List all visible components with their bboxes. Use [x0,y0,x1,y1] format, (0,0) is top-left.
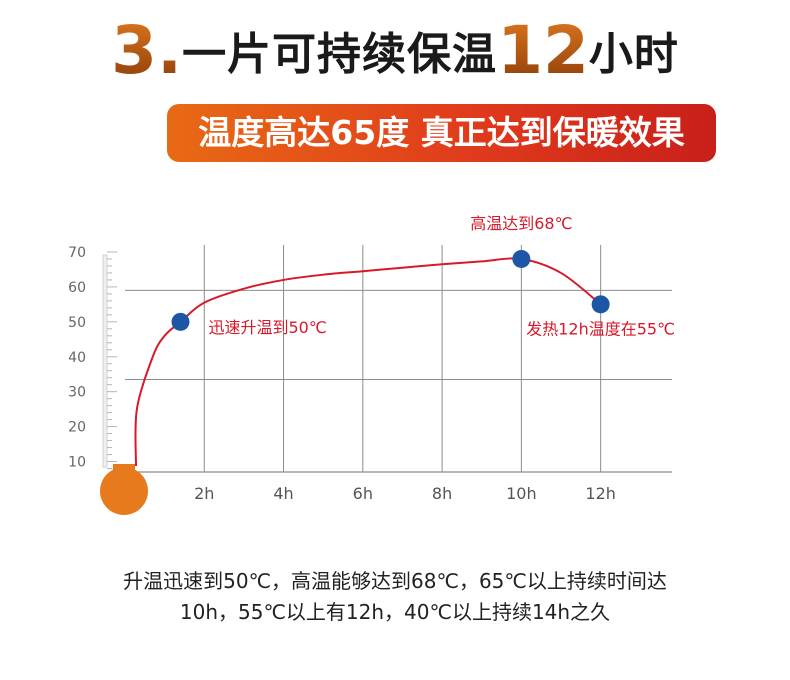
data-point [512,249,531,268]
chart-points [171,249,610,331]
point-annotation: 发热12h温度在55℃ [526,319,675,338]
x-tick-label: 8h [432,484,452,503]
point-annotation: 迅速升温到50℃ [208,318,326,337]
point-annotation: 高温达到68℃ [470,214,572,233]
description-line-1: 升温迅速到50℃，高温能够达到68℃，65℃以上持续时间达 [123,569,667,593]
chart-grid [125,245,672,472]
temperature-curve [134,257,602,467]
x-tick-label: 10h [506,484,537,503]
y-tick-label: 20 [68,420,86,436]
thermometer-tube [102,254,108,468]
headline-hours-number: 12 [497,12,589,89]
data-point [591,295,610,314]
headline: 3.一片可持续保温12小时 [0,18,790,84]
y-tick-label: 10 [68,455,86,471]
x-tick-label: 2h [194,484,214,503]
y-tick-label: 40 [68,350,86,366]
x-tick-label: 6h [353,484,373,503]
y-tick-label: 50 [68,315,86,331]
chart-annotations: 迅速升温到50℃ 高温达到68℃ 发热12h温度在55℃ [208,214,675,338]
description-line-2: 10h，55℃以上有12h，40℃以上持续14h之久 [179,600,611,624]
thermometer-bulb [100,467,148,515]
headline-step-number: 3. [111,12,183,89]
y-tick-label: 60 [68,280,86,296]
headline-text: 一片可持续保温 [182,29,498,80]
chart-axes: 2h 4h 6h 8h 10h 12h 10 20 30 40 50 60 70 [68,245,672,503]
y-tick-label: 30 [68,385,86,401]
x-tick-label: 12h [585,484,616,503]
x-tick-label: 4h [273,484,293,503]
thermometer-icon [100,251,148,515]
y-tick-label: 70 [68,245,86,261]
temperature-chart: 2h 4h 6h 8h 10h 12h 10 20 30 40 50 60 70 迅速升温到50℃ 高温达… [68,214,675,515]
headline-suffix: 小时 [588,29,679,80]
highlight-banner: 温度高达65度 真正达到保暖效果 [167,104,716,162]
data-point [171,312,190,331]
